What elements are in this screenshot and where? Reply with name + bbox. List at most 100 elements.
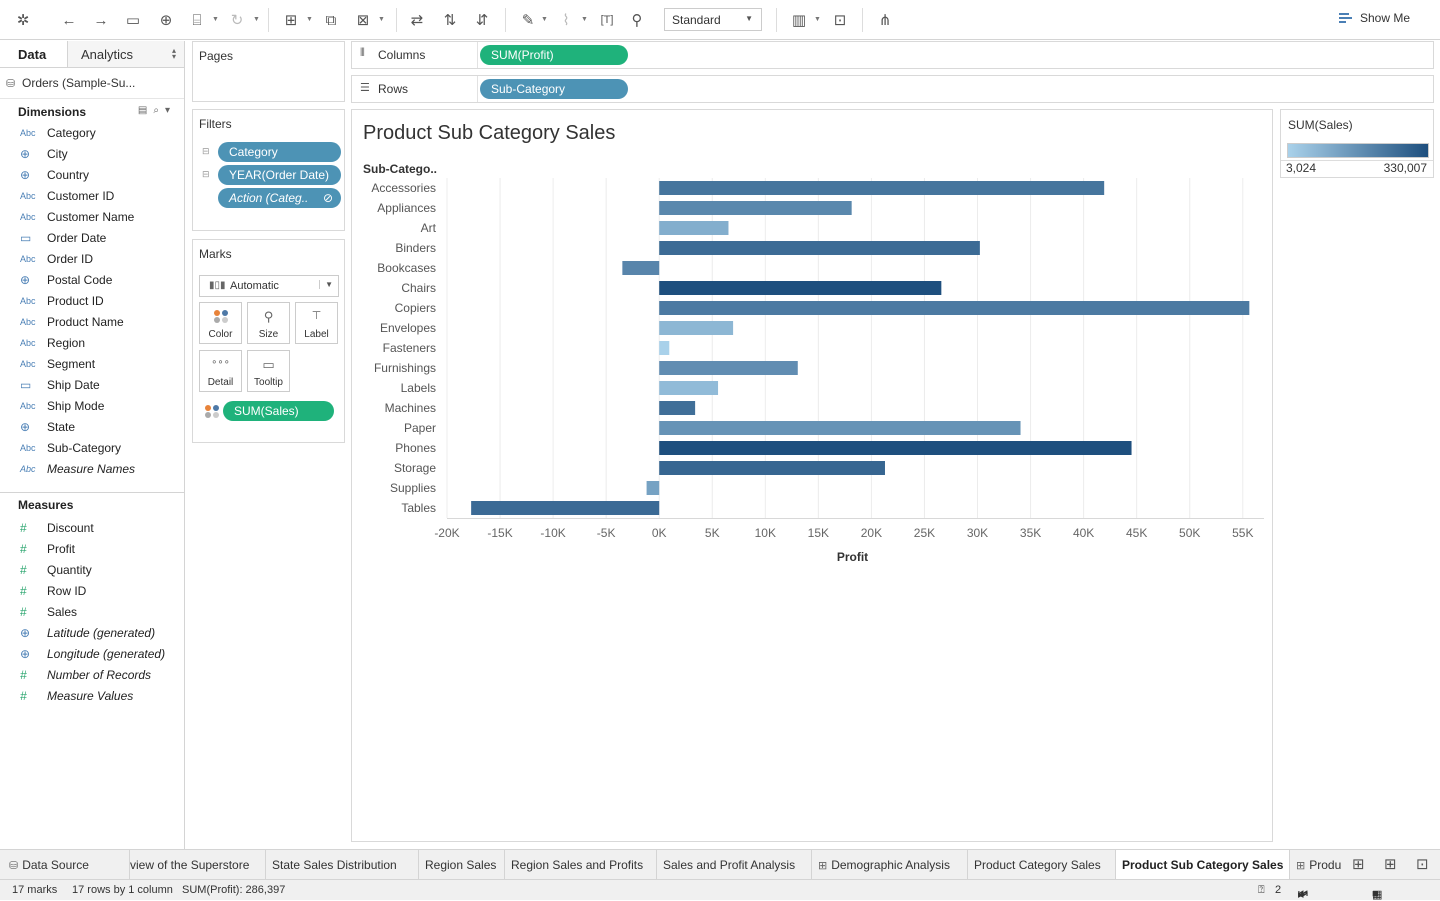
dimension-field[interactable]: ⊕ City	[0, 144, 184, 165]
measure-field[interactable]: ⊕ Longitude (generated)	[0, 644, 184, 665]
columns-shelf[interactable]: ⦀ Columns SUM(Profit)	[351, 41, 1434, 69]
show-me-button[interactable]: Show Me	[1338, 11, 1410, 25]
dimension-field[interactable]: ⊕ Postal Code	[0, 270, 184, 291]
redo-icon[interactable]: →	[93, 11, 109, 29]
tab-overview[interactable]: view of the Superstore	[130, 850, 266, 879]
share-icon[interactable]: ⋔	[878, 12, 892, 29]
pages-shelf[interactable]: Pages	[192, 41, 345, 102]
chevron-down-icon[interactable]: ▼	[541, 16, 548, 23]
search-icon[interactable]: ⌕	[153, 105, 165, 116]
viz-area[interactable]: Product Sub Category Sales Sub-Catego.. A…	[351, 109, 1273, 842]
grid-view-icon[interactable]: ▦	[1372, 889, 1389, 901]
dimension-field[interactable]: Abc Sub-Category	[0, 438, 184, 459]
marks-pill-sum-sales[interactable]: SUM(Sales)	[223, 401, 334, 421]
tab-analytics[interactable]: Analytics ▴ ▾	[68, 41, 184, 67]
dimension-field[interactable]: Abc Segment	[0, 354, 184, 375]
new-datasource-icon[interactable]: ⊕	[159, 12, 173, 29]
chevron-down-icon[interactable]: ▾	[164, 105, 176, 116]
view-list-icon[interactable]: ▤	[137, 105, 154, 116]
measure-field[interactable]: # Quantity	[0, 560, 184, 581]
dimension-field[interactable]: Abc Category	[0, 123, 184, 144]
tab-product-sub-category[interactable]: Product Sub Category Sales	[1116, 850, 1290, 879]
measure-field[interactable]: # Discount	[0, 518, 184, 539]
sort-descending-icon[interactable]: ⇵	[475, 12, 489, 29]
marks-size-button[interactable]: ⚲ Size	[247, 302, 290, 344]
datasource-item[interactable]: ⛁ Orders (Sample-Su...	[0, 68, 184, 99]
tab-product-dashboard[interactable]: ⊞ Produ	[1290, 850, 1344, 879]
first-page-icon[interactable]: ⏮	[1298, 888, 1314, 900]
bar-chart[interactable]: Sub-Catego.. Accessories Appliances Art Bind…	[352, 110, 1272, 841]
chevron-down-icon[interactable]: ▼	[581, 16, 588, 23]
mark-type-select[interactable]: ▮▯▮ Automatic ▼	[199, 275, 339, 297]
tableau-logo-icon[interactable]: ✲	[16, 12, 30, 29]
show-cards-icon[interactable]: ▥	[791, 12, 807, 29]
measure-field[interactable]: # Number of Records	[0, 665, 184, 686]
dimension-field[interactable]: Abc Product Name	[0, 312, 184, 333]
dimension-field[interactable]: Abc Ship Mode	[0, 396, 184, 417]
tab-view-icon[interactable]: ■	[1372, 888, 1385, 900]
next-page-icon[interactable]: ▸	[1298, 889, 1310, 901]
filter-pill-action[interactable]: Action (Categ.. ⊘	[218, 188, 341, 208]
tab-state-sales[interactable]: State Sales Distribution	[266, 850, 419, 879]
chevron-down-icon[interactable]: ▼	[378, 16, 385, 23]
tab-data-source[interactable]: ⛁ Data Source	[0, 850, 130, 879]
save-icon[interactable]: ▭	[125, 12, 141, 29]
chevron-down-icon[interactable]: ▼	[253, 16, 260, 23]
highlight-icon[interactable]: ✎	[521, 12, 535, 29]
last-page-icon[interactable]: ⏭	[1298, 888, 1314, 900]
refresh-icon[interactable]: ↻	[230, 12, 244, 29]
marks-detail-button[interactable]: ∘∘∘ Detail	[199, 350, 242, 392]
columns-pill-sum-profit[interactable]: SUM(Profit)	[480, 45, 628, 65]
marks-color-button[interactable]: Color	[199, 302, 242, 344]
tab-product-category[interactable]: Product Category Sales	[968, 850, 1116, 879]
chevron-down-icon[interactable]: ▼	[306, 16, 313, 23]
chevron-down-icon[interactable]: ▼	[814, 16, 821, 23]
fix-axes-icon[interactable]: ⚲	[631, 12, 643, 29]
presentation-icon[interactable]: ⊡	[833, 12, 847, 29]
dimension-field[interactable]: Abc Region	[0, 333, 184, 354]
rows-shelf[interactable]: ☰ Rows Sub-Category	[351, 75, 1434, 103]
marks-tooltip-button[interactable]: ▭ Tooltip	[247, 350, 290, 392]
dimension-field[interactable]: ▭ Order Date	[0, 228, 184, 249]
marks-label-button[interactable]: ⊤ Label	[295, 302, 338, 344]
dimension-field[interactable]: ▭ Ship Date	[0, 375, 184, 396]
fit-select[interactable]: Standard ▼	[664, 8, 762, 31]
clear-sheet-icon[interactable]: ⊠	[356, 12, 370, 29]
new-dashboard-icon[interactable]: ⊞	[1384, 856, 1397, 873]
dimension-field[interactable]: ⊕ Country	[0, 165, 184, 186]
sort-ascending-icon[interactable]: ⇅	[443, 12, 457, 29]
filter-pill-category[interactable]: Category	[218, 142, 341, 162]
show-labels-icon[interactable]: [T]	[600, 14, 614, 26]
dimension-field[interactable]: Abc Customer ID	[0, 186, 184, 207]
dimension-field[interactable]: Abc Product ID	[0, 291, 184, 312]
chevron-down-icon[interactable]: ▼	[212, 16, 219, 23]
new-story-icon[interactable]: ⊡	[1416, 856, 1429, 873]
tab-sales-profit-analysis[interactable]: Sales and Profit Analysis	[657, 850, 812, 879]
measure-field[interactable]: ⊕ Latitude (generated)	[0, 623, 184, 644]
measure-field[interactable]: # Measure Values	[0, 686, 184, 707]
prev-page-icon[interactable]: ◂	[1298, 889, 1310, 901]
group-icon[interactable]: ⌇	[562, 12, 570, 29]
tab-region-sales-profits[interactable]: Region Sales and Profits	[505, 850, 657, 879]
new-worksheet-icon[interactable]: ⊞	[1352, 856, 1365, 873]
rows-pill-sub-category[interactable]: Sub-Category	[480, 79, 628, 99]
filters-shelf[interactable]: Filters ⊟ Category ⊟ YEAR(Order Date) Ac…	[192, 109, 345, 231]
measure-field[interactable]: # Row ID	[0, 581, 184, 602]
undo-icon[interactable]: ←	[61, 11, 77, 29]
pause-updates-icon[interactable]: ⌸	[192, 11, 202, 29]
measure-field[interactable]: # Profit	[0, 539, 184, 560]
filter-pill-year[interactable]: YEAR(Order Date)	[218, 165, 341, 185]
measure-field[interactable]: # Sales	[0, 602, 184, 623]
dimension-field[interactable]: Abc Customer Name	[0, 207, 184, 228]
new-worksheet-icon[interactable]: ⊞	[284, 12, 298, 29]
tab-demographic[interactable]: ⊞ Demographic Analysis	[812, 850, 968, 879]
tab-region-sales[interactable]: Region Sales	[419, 850, 505, 879]
swap-icon[interactable]: ⇄	[410, 12, 424, 29]
color-legend[interactable]: SUM(Sales) 3,024 330,007	[1280, 109, 1434, 178]
film-view-icon[interactable]: ▤	[1372, 889, 1389, 901]
dimension-field[interactable]: Abc Measure Names	[0, 459, 184, 480]
dimension-field[interactable]: ⊕ State	[0, 417, 184, 438]
duplicate-icon[interactable]: ⧉	[325, 11, 337, 29]
tab-data[interactable]: Data	[0, 41, 68, 67]
dimension-field[interactable]: Abc Order ID	[0, 249, 184, 270]
